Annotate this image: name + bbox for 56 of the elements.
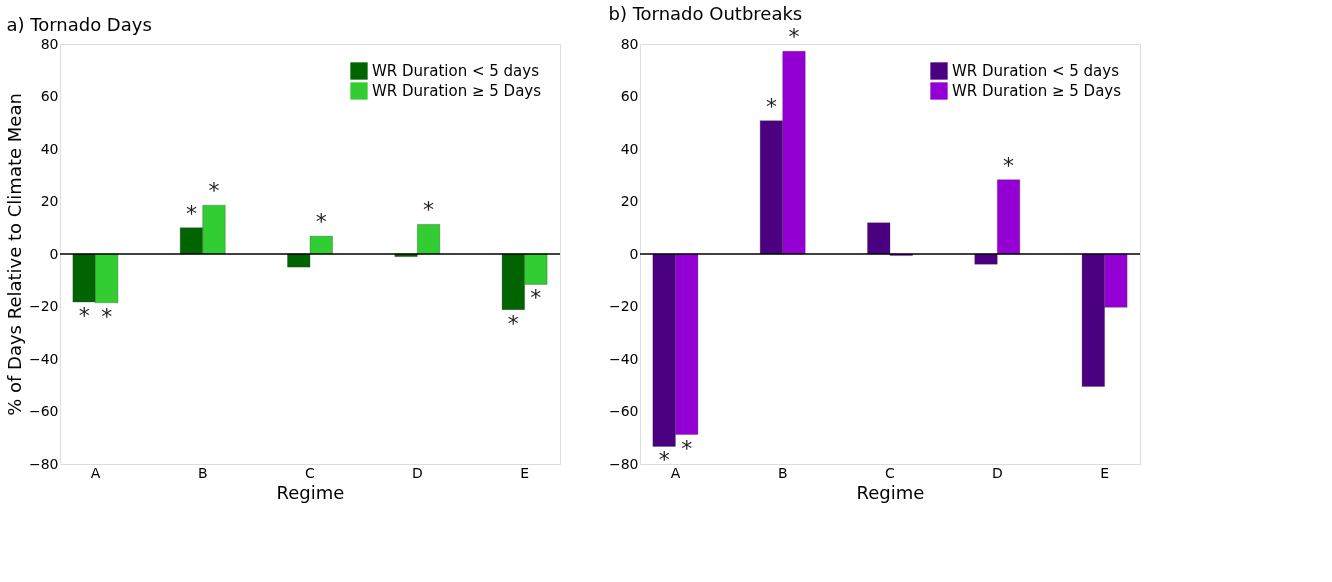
y-tick-label: 40 <box>40 140 59 157</box>
y-tick-label: −20 <box>28 298 59 314</box>
x-tick-label: D <box>991 464 1003 481</box>
x-tick-label: C <box>885 464 896 481</box>
annotation: * <box>681 435 693 461</box>
y-tick-label: −60 <box>28 403 59 419</box>
y-tick-label: 0 <box>629 245 639 262</box>
chart-title: a) Tornado Days <box>6 14 152 35</box>
bar <box>867 222 891 255</box>
x-tick-label: C <box>305 464 316 481</box>
y-tick-label: −80 <box>608 455 639 472</box>
annotation: * <box>765 93 777 119</box>
annotation: * <box>185 200 197 226</box>
y-tick-label: 60 <box>620 88 639 104</box>
annotation: * <box>507 310 519 336</box>
y-tick-label: −40 <box>608 350 639 367</box>
y-tick-label: −40 <box>28 350 59 367</box>
x-tick-label: E <box>520 464 530 481</box>
y-tick-label: 60 <box>40 88 59 104</box>
y-tick-label: 0 <box>49 245 59 262</box>
annotation: * <box>530 285 542 311</box>
annotation: * <box>658 447 670 473</box>
chart-title: b) Tornado Outbreaks <box>608 3 803 25</box>
bar <box>417 224 440 255</box>
annotation: * <box>315 209 327 235</box>
y-tick-label: 40 <box>620 140 639 157</box>
annotation: * <box>78 303 90 329</box>
y-tick-label: 20 <box>40 193 59 209</box>
y-tick-label: −60 <box>608 403 639 419</box>
y-tick-label: 20 <box>620 193 639 209</box>
y-tick-label: 80 <box>40 35 59 52</box>
y-tick-label: −80 <box>28 455 59 472</box>
legend-label: WR Duration < 5 days <box>372 62 540 80</box>
annotation: * <box>208 178 220 204</box>
legend-label: WR Duration ≥ 5 Days <box>372 82 542 100</box>
annotation: * <box>423 197 435 223</box>
x-axis-title: Regime <box>856 481 925 503</box>
x-tick-label: B <box>777 464 788 481</box>
legend-label: WR Duration < 5 days <box>952 62 1120 80</box>
x-tick-label: A <box>670 464 681 481</box>
x-tick-label: D <box>411 464 423 481</box>
x-axis-title: Regime <box>276 481 345 503</box>
y-tick-label: −20 <box>608 298 639 314</box>
x-tick-label: E <box>1100 464 1110 481</box>
bar <box>287 253 311 268</box>
x-tick-label: B <box>197 464 208 481</box>
bar <box>974 253 998 265</box>
annotation: * <box>788 24 800 50</box>
bar <box>997 179 1020 255</box>
bar <box>309 236 333 255</box>
x-tick-label: A <box>90 464 101 481</box>
annotation: * <box>101 303 113 329</box>
y-tick-label: 80 <box>620 35 639 52</box>
legend-label: WR Duration ≥ 5 Days <box>952 82 1122 100</box>
y-axis-title: % of Days Relative to Climate Mean <box>3 93 25 416</box>
annotation: * <box>1003 152 1015 178</box>
